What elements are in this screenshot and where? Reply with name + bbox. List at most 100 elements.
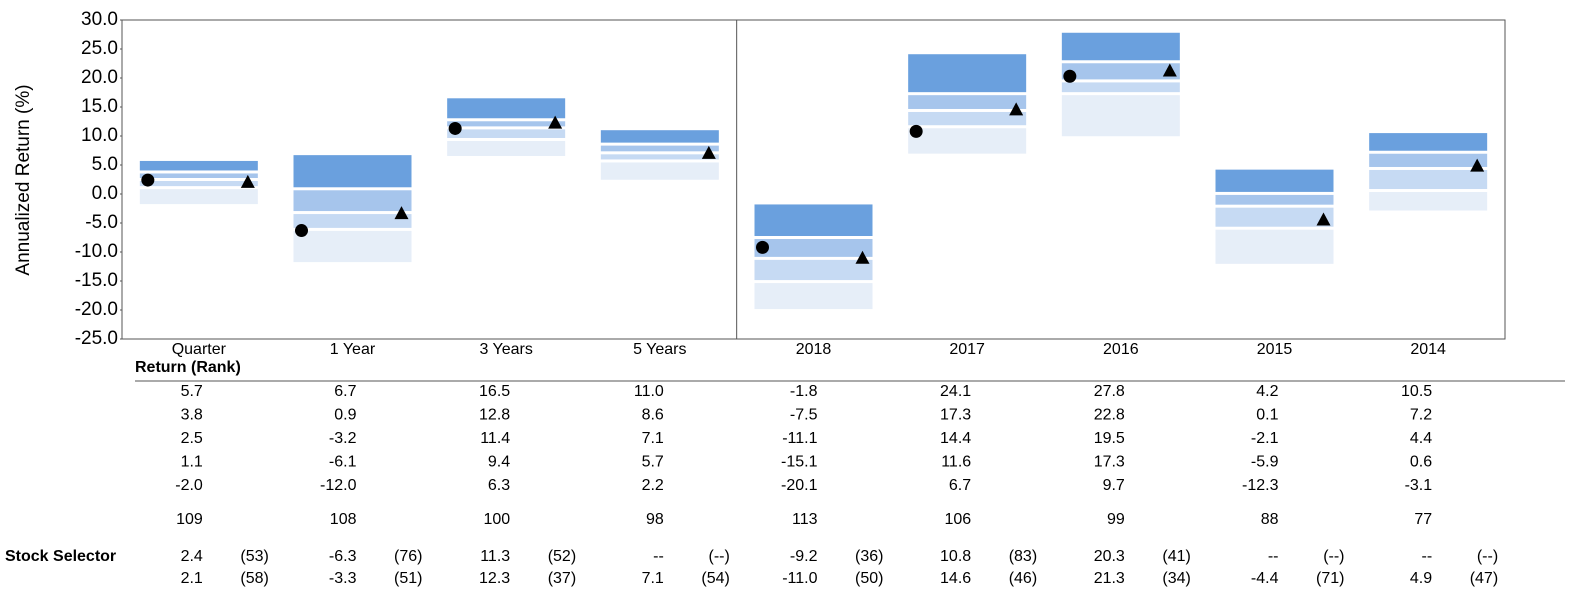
- x-tick-label: 3 Years: [479, 341, 532, 358]
- table-cell: 4.2: [1256, 383, 1278, 400]
- y-tick-label: -5.0: [85, 212, 118, 233]
- table-cell: 14.6: [940, 570, 971, 587]
- percentile-band: [139, 173, 258, 178]
- percentile-band: [1369, 153, 1488, 167]
- point-marker: [448, 121, 462, 135]
- table-cell: 77: [1414, 511, 1432, 528]
- table-cell: 17.3: [940, 407, 971, 424]
- table-cell: 8.6: [642, 407, 664, 424]
- table-cell: -15.1: [781, 454, 818, 471]
- table-cell: -4.4: [1251, 570, 1279, 587]
- table-cell: 14.4: [940, 430, 971, 447]
- y-tick-label: -20.0: [75, 299, 118, 320]
- table-cell: 6.7: [949, 477, 971, 494]
- table-cell: 108: [330, 511, 357, 528]
- percentile-band: [600, 130, 719, 143]
- table-cell: -12.3: [1242, 477, 1279, 494]
- percentile-band: [908, 111, 1027, 126]
- table-cell: 100: [483, 511, 510, 528]
- table-cell: -2.1: [1251, 430, 1279, 447]
- y-axis-label: Annualized Return (%): [13, 84, 34, 275]
- point-marker: [756, 240, 769, 254]
- table-cell: -11.0: [782, 570, 817, 587]
- table-cell: (54): [701, 570, 729, 587]
- table-cell: -6.3: [329, 548, 357, 565]
- point-marker: [1316, 212, 1331, 226]
- y-tick-label: -15.0: [75, 270, 118, 291]
- percentile-band: [447, 140, 566, 156]
- y-tick-label: 25.0: [81, 38, 118, 59]
- percentile-band: [1369, 169, 1488, 190]
- table-cell: 20.3: [1094, 548, 1125, 565]
- y-tick-label: 10.0: [81, 125, 118, 146]
- table-cell: -9.2: [790, 548, 818, 565]
- point-marker: [141, 173, 155, 187]
- percentile-band: [600, 154, 719, 160]
- table-cell: 3.8: [181, 407, 203, 424]
- table-cell: (76): [394, 548, 422, 565]
- table-cell: 10.8: [940, 548, 971, 565]
- table-cell: -20.1: [781, 477, 818, 494]
- table-cell: (52): [548, 548, 576, 565]
- percentile-band: [447, 129, 566, 138]
- percentile-band: [293, 230, 412, 263]
- table-cell: (36): [855, 548, 883, 565]
- table-cell: -6.1: [329, 454, 357, 471]
- table-cell: 106: [944, 511, 971, 528]
- table-cell: (46): [1009, 570, 1037, 587]
- table-cell: 0.6: [1410, 454, 1432, 471]
- y-tick-label: 30.0: [81, 9, 118, 30]
- percentile-band: [754, 204, 873, 236]
- percentile-band: [1215, 169, 1334, 192]
- table-cell: 11.3: [480, 548, 510, 565]
- point-marker: [1162, 63, 1177, 77]
- percentile-band: [1215, 194, 1334, 205]
- table-cell: (53): [240, 548, 268, 565]
- table-cell: 5.7: [642, 454, 664, 471]
- percentile-band: [1369, 192, 1488, 211]
- table-cell: 9.7: [1103, 477, 1125, 494]
- point-marker: [855, 250, 870, 264]
- table-cell: 2.1: [181, 570, 203, 587]
- table-cell: 2.5: [181, 430, 203, 447]
- percentile-band: [447, 98, 566, 119]
- table-cell: 98: [646, 511, 664, 528]
- x-tick-label: 2014: [1410, 341, 1446, 358]
- percentile-band: [1061, 63, 1180, 80]
- percentile-band: [754, 239, 873, 257]
- table-cell: (83): [1009, 548, 1037, 565]
- table-cell: (58): [240, 570, 268, 587]
- point-marker: [1063, 69, 1077, 83]
- y-tick-label: 15.0: [81, 96, 118, 117]
- table-cell: (41): [1162, 548, 1190, 565]
- table-cell: (--): [1323, 548, 1344, 565]
- percentile-band: [447, 121, 566, 127]
- table-cell: -11.1: [782, 430, 817, 447]
- table-cell: (47): [1470, 570, 1498, 587]
- table-cell: --: [1422, 548, 1433, 565]
- table-cell: (51): [394, 570, 422, 587]
- plot-frame: [121, 19, 1506, 340]
- x-tick-label: 2015: [1257, 341, 1293, 358]
- y-tick-label: -10.0: [75, 241, 118, 262]
- percentile-band: [908, 128, 1027, 154]
- table-cell: 88: [1261, 511, 1279, 528]
- table-cell: (--): [1477, 548, 1498, 565]
- table-cell: 0.9: [334, 407, 356, 424]
- percentile-band: [139, 160, 258, 171]
- table-cell: 10.5: [1401, 383, 1432, 400]
- table-cell: 21.3: [1094, 570, 1125, 587]
- table-cell: 19.5: [1094, 430, 1125, 447]
- table-cell: 12.3: [479, 570, 510, 587]
- percentile-band: [600, 145, 719, 152]
- x-tick-label: Quarter: [172, 341, 227, 358]
- table-cell: 11.4: [480, 430, 510, 447]
- table-cell: 11.6: [941, 454, 971, 471]
- point-marker: [1470, 158, 1485, 172]
- table-cell: 99: [1107, 511, 1125, 528]
- table-cell: 7.1: [642, 570, 664, 587]
- table-cell: 7.2: [1410, 407, 1432, 424]
- percentile-band: [293, 155, 412, 188]
- table-cell: 27.8: [1094, 383, 1125, 400]
